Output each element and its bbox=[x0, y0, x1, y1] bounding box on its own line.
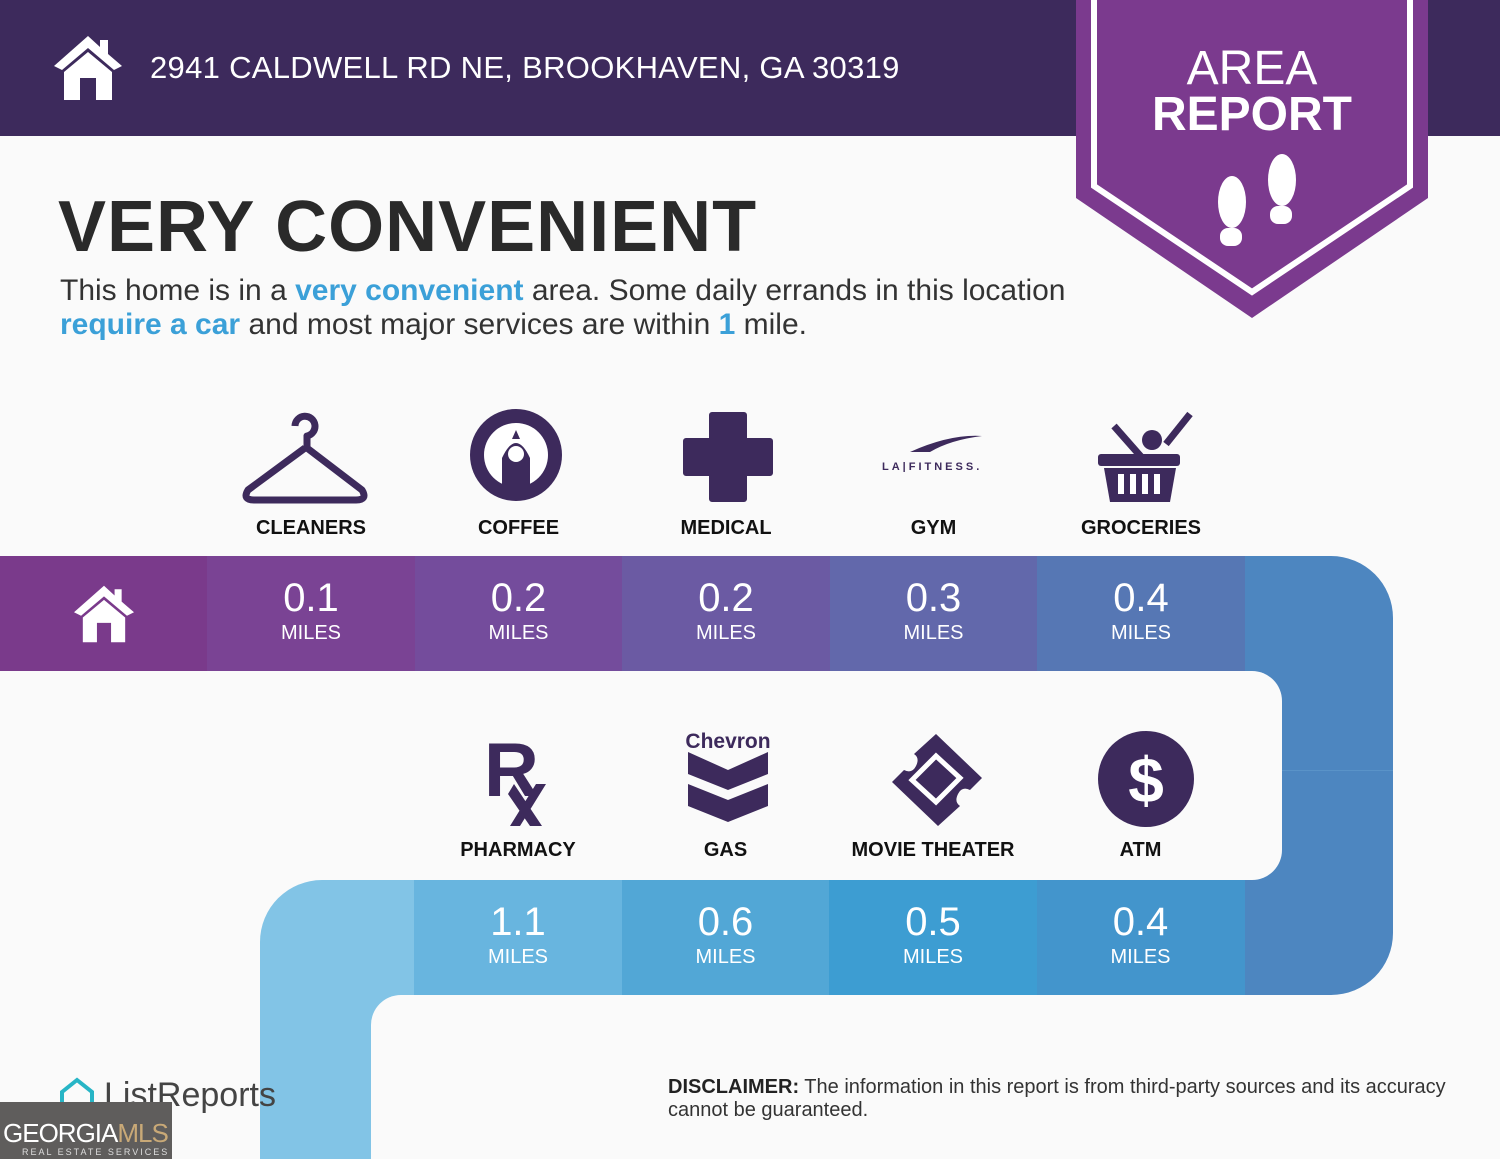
distance-cell: 0.4 MILES bbox=[1037, 556, 1245, 671]
disclaimer: DISCLAIMER: The information in this repo… bbox=[668, 1076, 1446, 1121]
medical-cross-icon bbox=[683, 412, 773, 502]
category-label: ATM bbox=[1119, 839, 1162, 861]
distance-cell: 0.6 MILES bbox=[621, 880, 830, 995]
distance-cell: 1.1 MILES bbox=[414, 880, 622, 995]
address: 2941 CALDWELL RD NE, BROOKHAVEN, GA 3031… bbox=[150, 50, 900, 85]
hanger-icon bbox=[242, 412, 368, 504]
headline: VERY CONVENIENT bbox=[58, 187, 758, 267]
distance-unit: MILES bbox=[488, 622, 549, 644]
distance-value: 0.2 bbox=[490, 576, 547, 620]
house-icon bbox=[74, 585, 134, 643]
distance-value: 0.1 bbox=[283, 576, 339, 620]
distance-cell: 0.2 MILES bbox=[414, 556, 623, 671]
distance-cell: 0.1 MILES bbox=[207, 556, 415, 671]
category-label: MOVIE THEATER bbox=[851, 839, 1015, 861]
svg-text:Chevron: Chevron bbox=[685, 730, 770, 753]
svg-text:$: $ bbox=[1128, 744, 1164, 816]
distance-value: 0.4 bbox=[1112, 900, 1169, 944]
grocery-basket-icon bbox=[1098, 411, 1193, 502]
distance-value: 0.6 bbox=[697, 900, 754, 944]
home-cell bbox=[0, 556, 208, 671]
distance-cell: 0.5 MILES bbox=[829, 880, 1037, 995]
distance-value: 0.5 bbox=[905, 900, 961, 944]
distance-value: 1.1 bbox=[490, 900, 546, 944]
category-label: GYM bbox=[910, 517, 957, 539]
category-label: COFFEE bbox=[477, 517, 560, 539]
georgia-mls-logo: GEORGIAMLS REAL ESTATE SERVICES bbox=[0, 1102, 172, 1159]
svg-text:LA|FITNESS.: LA|FITNESS. bbox=[882, 461, 982, 472]
distance-unit: MILES bbox=[695, 622, 757, 644]
starbucks-logo-icon bbox=[470, 409, 562, 501]
house-icon bbox=[54, 36, 122, 100]
distance-unit: MILES bbox=[695, 946, 756, 968]
distance-cell: 0.4 MILES bbox=[1036, 880, 1245, 995]
distance-unit: MILES bbox=[903, 622, 964, 644]
badge-line2: REPORT bbox=[1151, 88, 1352, 141]
distance-unit: MILES bbox=[1110, 622, 1172, 644]
footprints-icon bbox=[1218, 154, 1296, 246]
distance-unit: MILES bbox=[280, 622, 342, 644]
distance-unit: MILES bbox=[902, 946, 964, 968]
distance-unit: MILES bbox=[1110, 946, 1171, 968]
description: This home is in a very convenient area. … bbox=[60, 274, 1066, 341]
chevron-logo-icon: Chevron bbox=[685, 730, 771, 822]
category-label: CLEANERS bbox=[255, 517, 366, 539]
distance-value: 0.3 bbox=[905, 576, 962, 620]
area-report-badge bbox=[1076, 0, 1428, 318]
badge-line1: AREA bbox=[1186, 42, 1318, 95]
distance-cell: 0.2 MILES bbox=[622, 556, 830, 671]
dollar-icon: $ bbox=[1098, 731, 1194, 827]
rx-icon: R bbox=[484, 734, 546, 826]
distance-value: 0.2 bbox=[698, 576, 754, 620]
category-label: MEDICAL bbox=[680, 517, 772, 539]
ticket-icon bbox=[892, 734, 982, 826]
la-fitness-logo-icon: LA|FITNESS. bbox=[882, 435, 982, 472]
distance-unit: MILES bbox=[487, 946, 549, 968]
category-label: GROCERIES bbox=[1080, 517, 1202, 539]
category-label: PHARMACY bbox=[460, 839, 576, 861]
distance-value: 0.4 bbox=[1113, 576, 1169, 620]
distance-cell: 0.3 MILES bbox=[829, 556, 1038, 671]
category-label: GAS bbox=[703, 839, 748, 861]
